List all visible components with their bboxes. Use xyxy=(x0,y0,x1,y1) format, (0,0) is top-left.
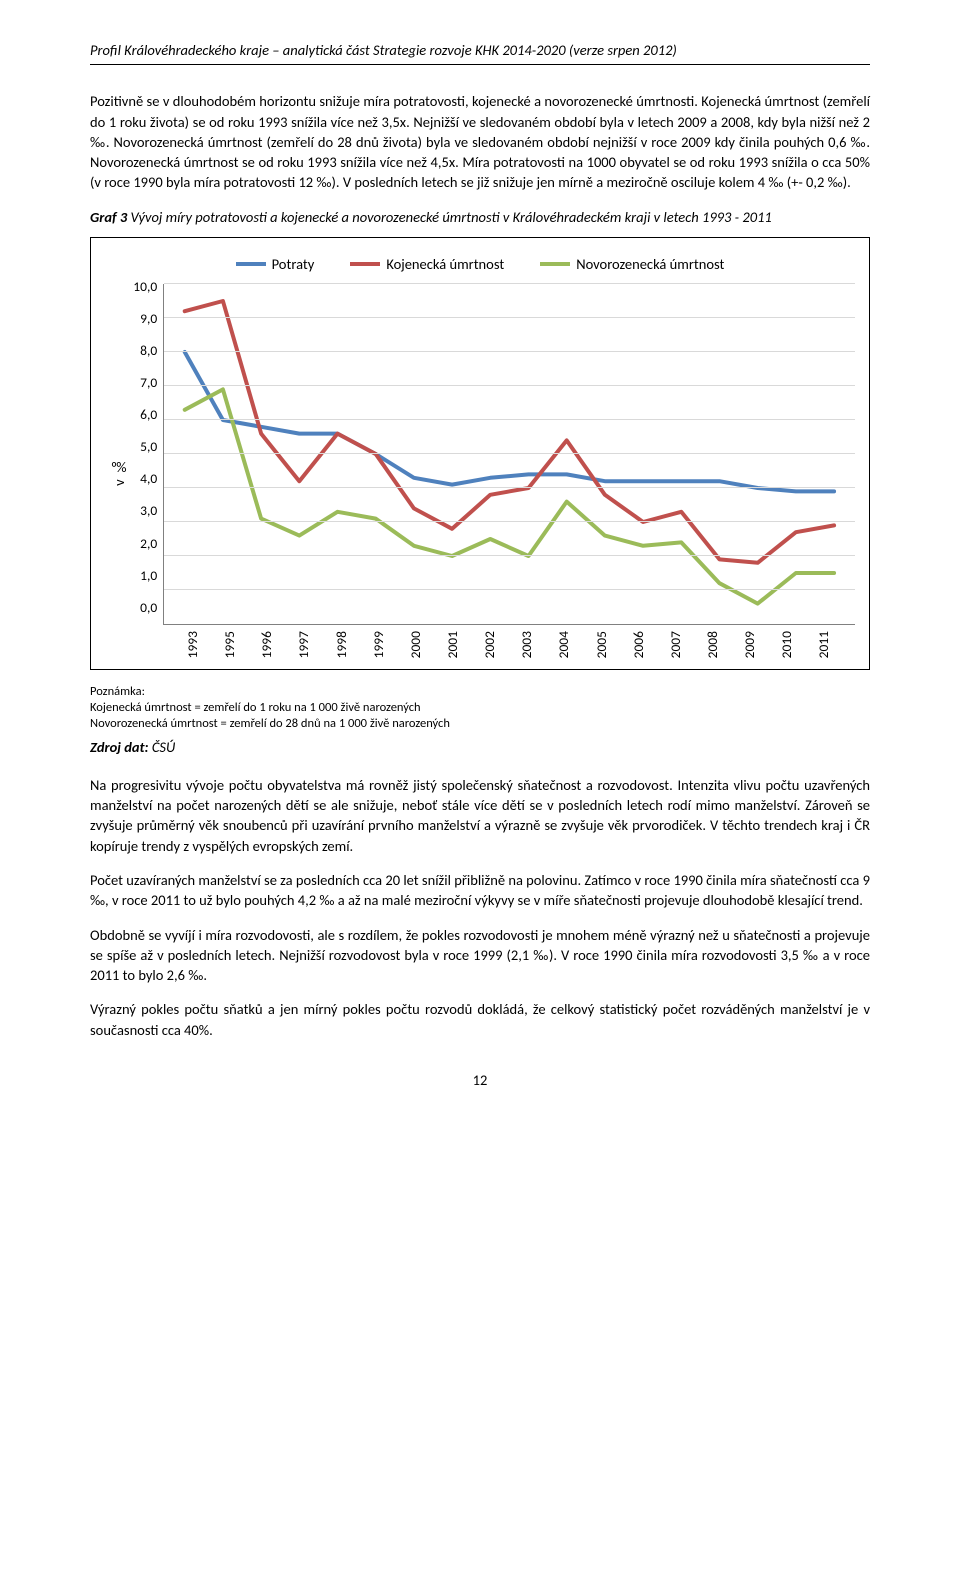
x-tick: 2009 xyxy=(741,631,760,658)
legend-label: Novorozenecká úmrtnost xyxy=(576,254,724,274)
source-label: Zdroj dat: xyxy=(90,738,152,756)
page-number: 12 xyxy=(90,1070,870,1090)
x-tick: 1993 xyxy=(184,631,203,658)
gridline xyxy=(164,589,855,590)
chart-legend: Potraty Kojenecká úmrtnost Novorozenecká… xyxy=(105,254,855,274)
y-axis-label: v ‰ xyxy=(105,458,133,486)
x-tick: 2003 xyxy=(518,631,537,658)
gridline xyxy=(164,351,855,352)
paragraph-4: Obdobně se vyvíjí i míra rozvodovosti, a… xyxy=(90,925,870,986)
y-tick: 4,0 xyxy=(140,470,157,489)
paragraph-2: Na progresivitu vývoje počtu obyvatelstv… xyxy=(90,775,870,856)
legend-item-potraty: Potraty xyxy=(236,254,315,274)
x-tick: 1998 xyxy=(333,631,352,658)
source: Zdroj dat: ČSÚ xyxy=(90,737,870,757)
y-tick: 5,0 xyxy=(140,438,157,457)
y-tick: 0,0 xyxy=(140,599,157,618)
paragraph-5: Výrazný pokles počtu sňatků a jen mírný … xyxy=(90,999,870,1040)
series-line xyxy=(185,390,834,604)
x-tick: 2002 xyxy=(481,631,500,658)
x-tick: 1997 xyxy=(295,631,314,658)
x-tick: 2006 xyxy=(630,631,649,658)
y-tick: 2,0 xyxy=(140,535,157,554)
note-line: Kojenecká úmrtnost = zemřelí do 1 roku n… xyxy=(90,700,421,715)
legend-swatch xyxy=(350,262,380,266)
x-tick: 2001 xyxy=(444,631,463,658)
y-tick: 8,0 xyxy=(140,342,157,361)
x-tick: 2000 xyxy=(407,631,426,658)
x-tick: 1996 xyxy=(258,631,277,658)
gridline xyxy=(164,317,855,318)
gridline xyxy=(164,487,855,488)
x-tick: 2004 xyxy=(555,631,574,658)
chart-note: Poznámka: Kojenecká úmrtnost = zemřelí d… xyxy=(90,684,870,733)
legend-item-novorozenecka: Novorozenecká úmrtnost xyxy=(540,254,724,274)
gridline xyxy=(164,283,855,284)
plot-area xyxy=(163,284,855,625)
y-axis-ticks: 10,0 9,0 8,0 7,0 6,0 5,0 4,0 3,0 2,0 1,0 0,0 xyxy=(133,278,163,618)
chart-frame: Potraty Kojenecká úmrtnost Novorozenecká… xyxy=(90,237,870,670)
x-tick: 2010 xyxy=(778,631,797,658)
y-tick: 9,0 xyxy=(140,310,157,329)
gridline xyxy=(164,555,855,556)
gridline xyxy=(164,385,855,386)
series-line xyxy=(185,352,834,491)
y-tick: 7,0 xyxy=(140,374,157,393)
gridline xyxy=(164,521,855,522)
legend-label: Potraty xyxy=(272,254,315,274)
note-line: Novorozenecká úmrtnost = zemřelí do 28 d… xyxy=(90,716,450,731)
gridline xyxy=(164,419,855,420)
legend-item-kojenecka: Kojenecká úmrtnost xyxy=(350,254,504,274)
y-tick: 6,0 xyxy=(140,406,157,425)
x-tick: 2011 xyxy=(815,631,834,658)
legend-label: Kojenecká úmrtnost xyxy=(386,254,504,274)
chart-body: v ‰ 10,09,08,07,06,05,04,03,02,01,00,0 1… xyxy=(105,284,855,658)
caption-rest: Vývoj míry potratovosti a kojenecké a no… xyxy=(131,208,772,226)
legend-swatch xyxy=(540,262,570,266)
paragraph-1: Pozitivně se v dlouhodobém horizontu sni… xyxy=(90,91,870,192)
source-value: ČSÚ xyxy=(152,738,175,756)
x-tick: 2005 xyxy=(593,631,612,658)
x-tick: 1995 xyxy=(221,631,240,658)
chart-caption: Graf 3 Vývoj míry potratovosti a kojenec… xyxy=(90,207,870,227)
caption-lead: Graf 3 xyxy=(90,208,131,226)
y-tick: 3,0 xyxy=(140,502,157,521)
gridline xyxy=(164,453,855,454)
page-header: Profil Královéhradeckého kraje – analyti… xyxy=(90,40,870,65)
y-tick: 1,0 xyxy=(140,567,157,586)
x-tick: 1999 xyxy=(370,631,389,658)
x-tick: 2008 xyxy=(704,631,723,658)
paragraph-3: Počet uzavíraných manželství se za posle… xyxy=(90,870,870,911)
y-tick: 10,0 xyxy=(133,278,157,297)
note-title: Poznámka: xyxy=(90,684,145,699)
x-tick: 2007 xyxy=(667,631,686,658)
legend-swatch xyxy=(236,262,266,266)
x-axis-ticks: 1993 1995 1996 1997 1998 1999 2000 2001 2002 2003… xyxy=(163,631,855,658)
